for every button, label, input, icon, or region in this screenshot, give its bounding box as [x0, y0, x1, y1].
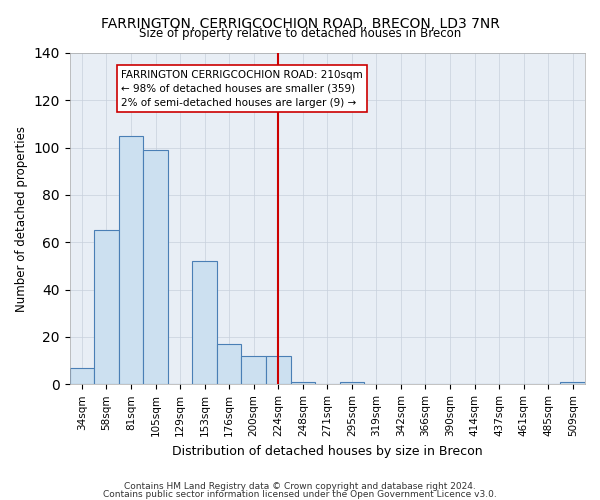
Text: Contains HM Land Registry data © Crown copyright and database right 2024.: Contains HM Land Registry data © Crown c…: [124, 482, 476, 491]
Bar: [290, 382, 315, 384]
Bar: [340, 382, 364, 384]
Text: FARRINGTON, CERRIGCOCHION ROAD, BRECON, LD3 7NR: FARRINGTON, CERRIGCOCHION ROAD, BRECON, …: [101, 16, 499, 30]
Text: Contains public sector information licensed under the Open Government Licence v3: Contains public sector information licen…: [103, 490, 497, 499]
Bar: [241, 356, 266, 384]
Bar: [119, 136, 143, 384]
Y-axis label: Number of detached properties: Number of detached properties: [15, 126, 28, 312]
Bar: [560, 382, 585, 384]
Text: Size of property relative to detached houses in Brecon: Size of property relative to detached ho…: [139, 28, 461, 40]
X-axis label: Distribution of detached houses by size in Brecon: Distribution of detached houses by size …: [172, 444, 482, 458]
Bar: [143, 150, 168, 384]
Bar: [266, 356, 290, 384]
Bar: [70, 368, 94, 384]
Bar: [94, 230, 119, 384]
Text: FARRINGTON CERRIGCOCHION ROAD: 210sqm
← 98% of detached houses are smaller (359): FARRINGTON CERRIGCOCHION ROAD: 210sqm ← …: [121, 70, 363, 108]
Bar: [193, 262, 217, 384]
Bar: [217, 344, 241, 385]
